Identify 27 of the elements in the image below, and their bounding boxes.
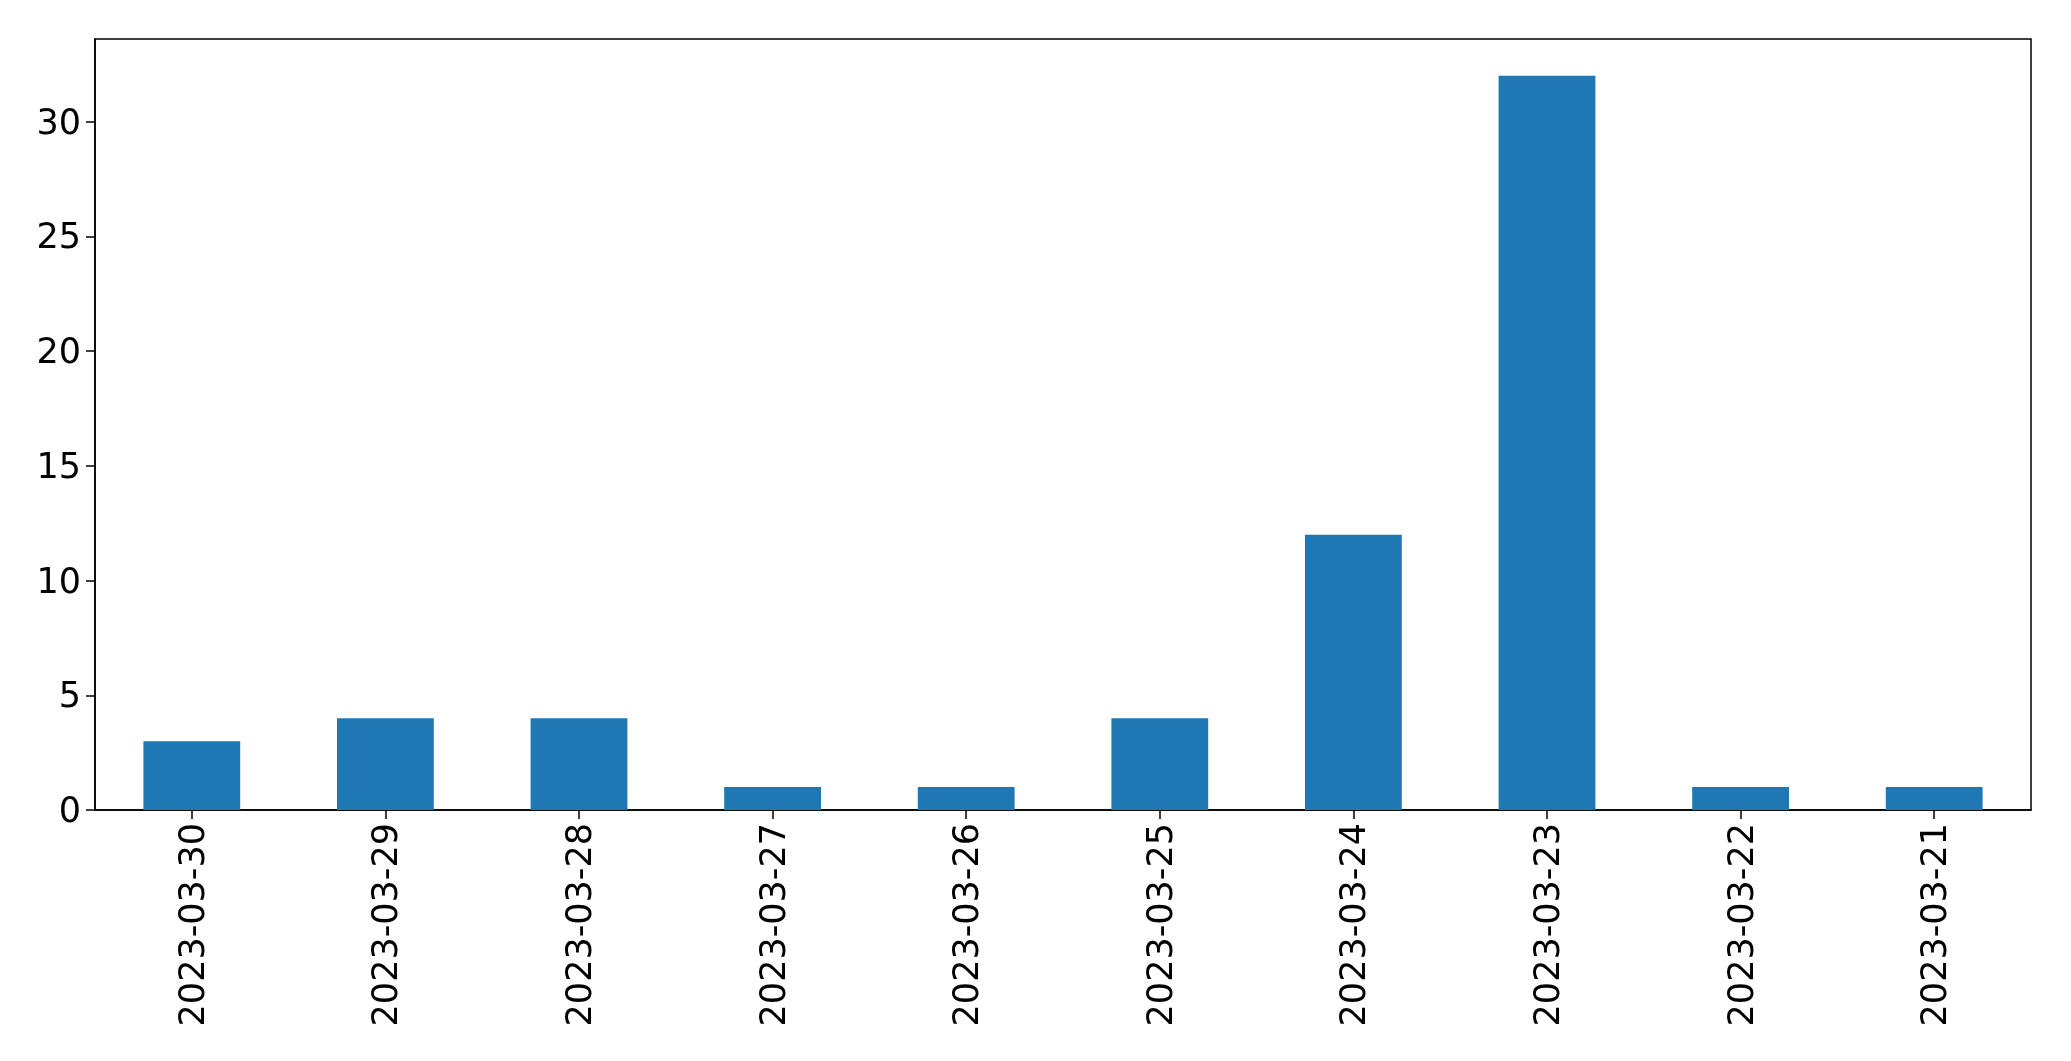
bar [1692, 787, 1789, 810]
y-tick-label: 20 [36, 331, 81, 372]
bar [917, 787, 1015, 810]
bar [143, 741, 241, 810]
bar [1111, 718, 1209, 810]
y-tick-label: 25 [36, 216, 81, 257]
y-tick-label: 15 [36, 445, 81, 486]
x-tick-label: 2023-03-30 [171, 823, 212, 1027]
y-tick-label: 5 [58, 675, 81, 716]
x-tick-label: 2023-03-22 [1720, 823, 1761, 1027]
x-tick-label: 2023-03-28 [559, 823, 599, 1027]
bar [1498, 75, 1596, 810]
y-tick-label: 10 [36, 560, 81, 601]
y-tick-label: 30 [36, 101, 81, 142]
x-tick-label: 2023-03-25 [1139, 823, 1180, 1027]
x-tick-label: 2023-03-23 [1527, 823, 1567, 1027]
x-tick-label: 2023-03-21 [1914, 823, 1955, 1027]
bar [337, 718, 434, 810]
bar [724, 787, 821, 810]
bar [530, 718, 628, 810]
bar [1305, 534, 1402, 810]
x-tick-label: 2023-03-26 [946, 823, 987, 1027]
y-tick-label: 0 [58, 790, 81, 830]
x-tick-label: 2023-03-29 [365, 823, 406, 1027]
x-tick-label: 2023-03-24 [1333, 823, 1374, 1027]
x-tick-label: 2023-03-27 [752, 823, 793, 1027]
bar [1885, 787, 1983, 810]
